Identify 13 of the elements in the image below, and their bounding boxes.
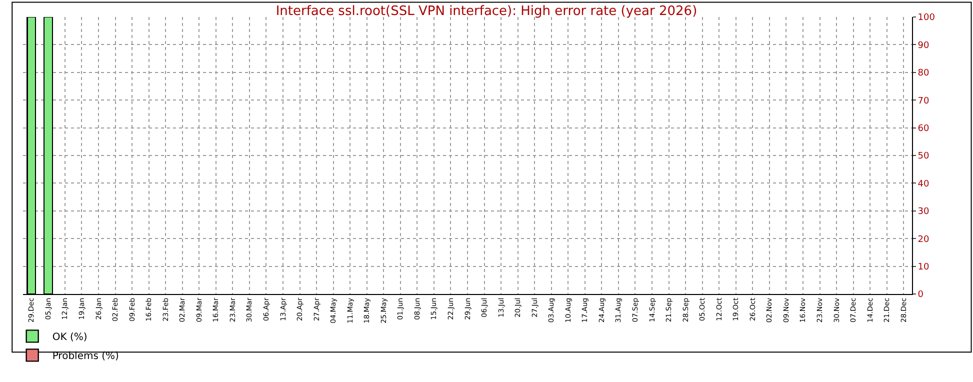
y-tick-label: 50 bbox=[918, 152, 930, 162]
chart-title: Interface ssl.root(SSL VPN interface): High error rate (year 2026) bbox=[276, 4, 698, 19]
y-tick-label: 30 bbox=[918, 207, 930, 218]
y-tick-label: 0 bbox=[918, 290, 924, 300]
y-tick-label: 20 bbox=[918, 234, 930, 245]
y-tick-label: 10 bbox=[918, 262, 930, 272]
y-tick-label: 80 bbox=[918, 68, 930, 79]
y-tick-label: 60 bbox=[918, 124, 930, 134]
legend-label: OK (%) bbox=[52, 332, 88, 344]
y-tick-label: 90 bbox=[918, 40, 930, 51]
y-tick-label: 100 bbox=[918, 13, 936, 24]
y-tick-label: 70 bbox=[918, 96, 930, 106]
y-tick-label: 40 bbox=[918, 179, 930, 190]
